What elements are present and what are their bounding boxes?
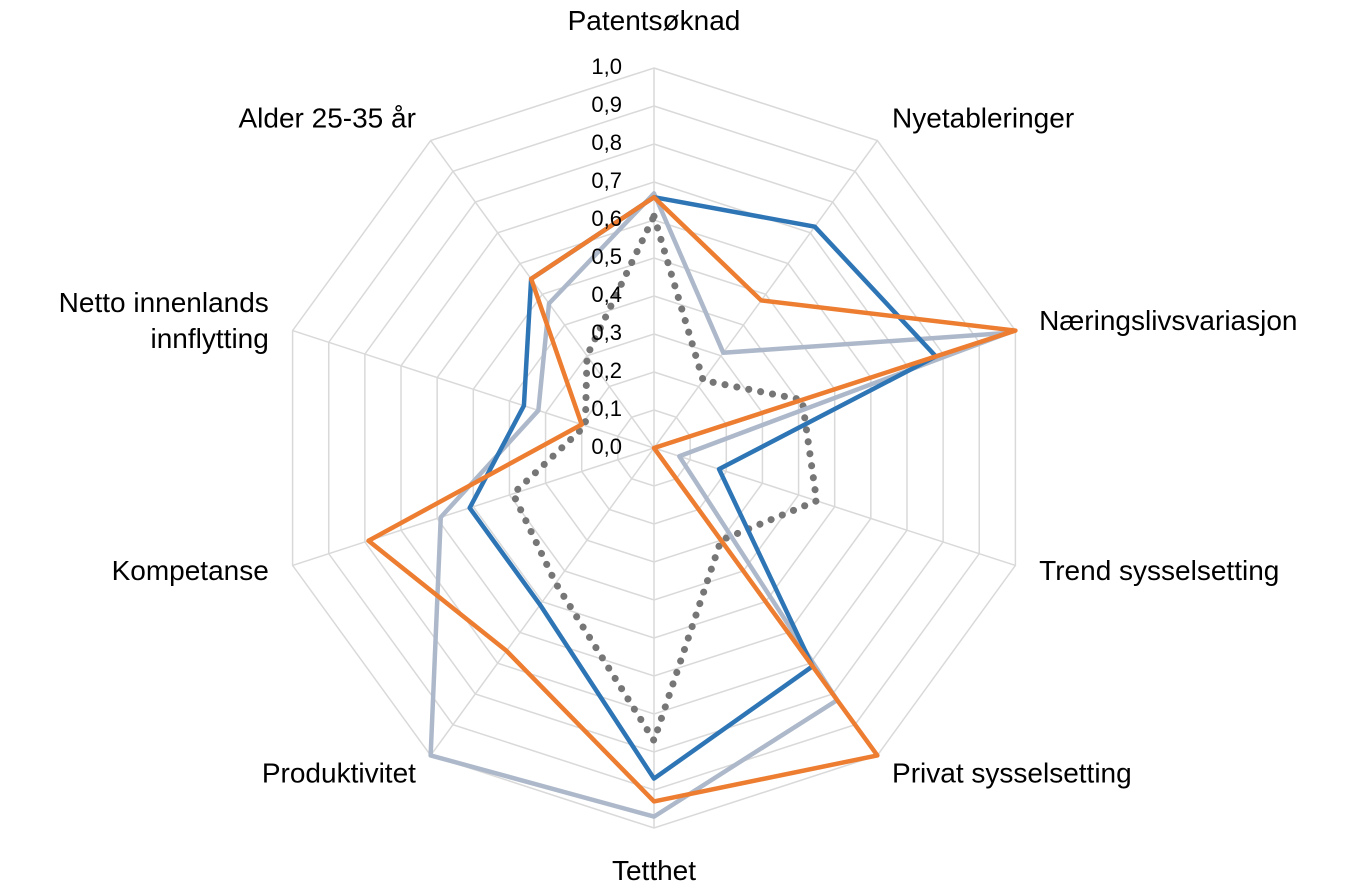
category-label: Netto innenlands innflytting bbox=[59, 287, 269, 354]
category-label: Trend sysselsetting bbox=[1039, 556, 1279, 587]
spoke bbox=[430, 447, 655, 756]
category-label: Nyetableringer bbox=[892, 103, 1074, 134]
category-label: Tetthet bbox=[612, 855, 696, 885]
tick-label: 0,3 bbox=[591, 320, 622, 345]
tick-label: 0,6 bbox=[591, 206, 622, 231]
tick-label: 0,2 bbox=[591, 358, 622, 383]
category-label: Næringslivsvariasjon bbox=[1039, 305, 1297, 336]
spoke bbox=[430, 140, 655, 449]
spoke bbox=[292, 329, 655, 449]
series-line bbox=[428, 191, 1011, 819]
labels: 0,0 0,1 0,2 0,3 0,4 0,5 0,6 0,7 0,8 0,9 1,0 Patents… bbox=[59, 5, 1298, 886]
tick-label: 0,5 bbox=[591, 244, 622, 269]
tick-label: 1,0 bbox=[591, 54, 622, 79]
tick-label: 0,4 bbox=[591, 282, 622, 307]
spoke bbox=[653, 447, 1016, 567]
tick-label: 0,8 bbox=[591, 130, 622, 155]
series-line bbox=[509, 212, 821, 745]
tick-label: 0,9 bbox=[591, 92, 622, 117]
category-label: Privat sysselsetting bbox=[892, 758, 1132, 789]
series-line bbox=[366, 194, 1018, 804]
category-label: Patentsøknad bbox=[568, 5, 741, 36]
tick-label: 0,1 bbox=[591, 396, 622, 421]
tick-label: 0,7 bbox=[591, 168, 622, 193]
series-layer bbox=[366, 191, 1018, 819]
category-label: Kompetanse bbox=[112, 556, 269, 587]
series-line bbox=[467, 194, 939, 781]
spoke bbox=[653, 140, 878, 449]
tick-label: 0,0 bbox=[591, 434, 622, 459]
category-label: Alder 25-35 år bbox=[239, 103, 416, 134]
spoke bbox=[292, 447, 655, 567]
category-label: Produktivitet bbox=[262, 758, 416, 789]
